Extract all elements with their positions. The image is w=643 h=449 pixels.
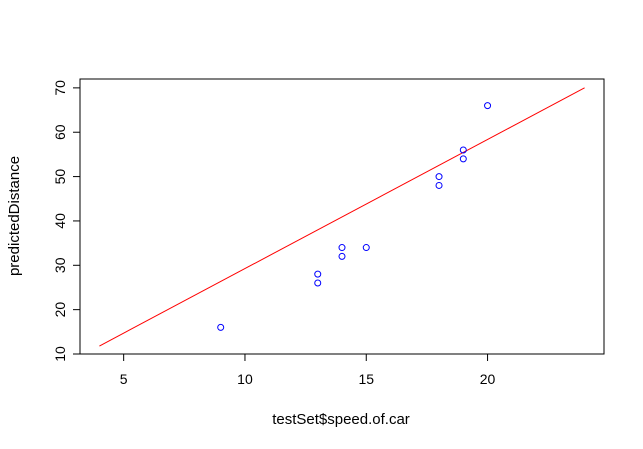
y-tick-label: 30 [52, 257, 68, 273]
data-point [459, 155, 467, 163]
data-point [217, 323, 225, 331]
data-point [362, 244, 370, 252]
x-tick-label: 15 [358, 371, 374, 387]
data-point [435, 181, 443, 189]
y-tick-label: 70 [52, 80, 68, 96]
data-point [314, 270, 322, 278]
data-point [435, 173, 443, 181]
fit-line [99, 87, 585, 347]
y-tick-label: 60 [52, 124, 68, 140]
points-layer [217, 102, 492, 331]
y-tick-label: 50 [52, 169, 68, 185]
y-axis: 10 20 30 40 50 60 70 [52, 80, 81, 362]
fit-line-layer [99, 87, 585, 347]
y-tick-label: 20 [52, 302, 68, 318]
y-axis-label: predictedDistance [6, 156, 23, 276]
x-tick-label: 5 [120, 371, 128, 387]
y-tick-label: 10 [52, 346, 68, 362]
y-tick-label: 40 [52, 213, 68, 229]
x-axis-label: testSet$speed.of.car [272, 411, 410, 428]
x-tick-label: 10 [237, 371, 253, 387]
data-point [338, 244, 346, 252]
x-tick-label: 20 [480, 371, 496, 387]
data-point [459, 146, 467, 154]
data-point [338, 252, 346, 260]
x-axis: 5 10 15 20 [120, 353, 496, 387]
data-point [484, 102, 492, 110]
data-point [314, 279, 322, 287]
